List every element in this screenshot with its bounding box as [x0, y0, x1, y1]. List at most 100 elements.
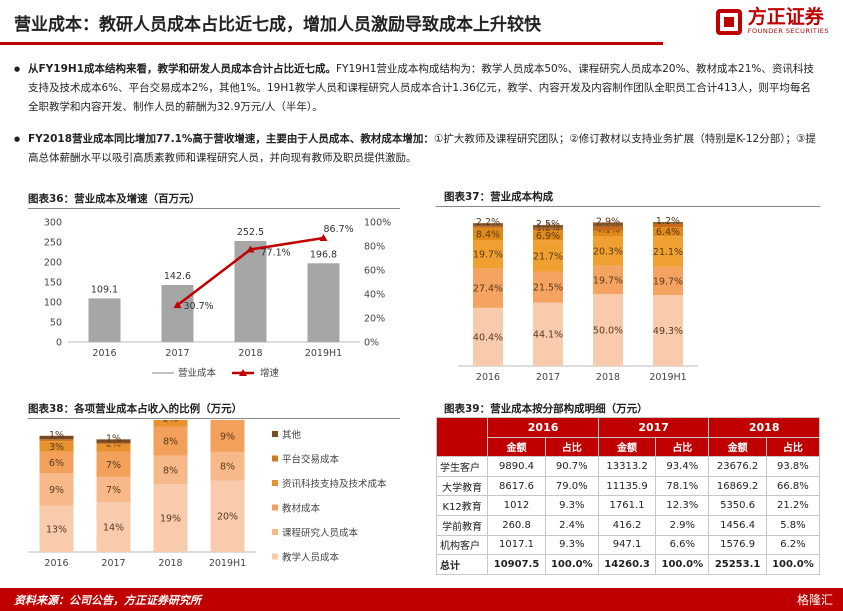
stack-segment — [653, 236, 683, 267]
stack-segment — [153, 484, 188, 552]
table-cell: 1576.9 — [708, 534, 767, 556]
table-corner — [435, 416, 489, 458]
table-cell: 6.2% — [765, 534, 821, 556]
bar-data-label: 109.1 — [91, 284, 118, 295]
stack-segment — [653, 266, 683, 296]
header-divider — [0, 42, 663, 45]
stack-segment — [533, 240, 563, 272]
watermark: 格隆汇 — [796, 593, 833, 607]
legend-label: 其他 — [282, 429, 302, 441]
stack-segment — [473, 268, 503, 308]
segment-label: 1% — [106, 433, 121, 444]
x-tick-label: 2017 — [536, 372, 560, 380]
x-tick-label: 2016 — [44, 558, 68, 569]
legend-bar-label: 营业成本 — [178, 367, 217, 379]
y-left-tick-label: 300 — [44, 218, 62, 229]
legend-swatch — [272, 480, 278, 486]
growth-point — [319, 233, 328, 241]
table-cell: 100.0% — [544, 554, 599, 575]
segment-label: 9% — [49, 485, 64, 496]
table-cell: 2.4% — [544, 514, 599, 536]
segment-label: 3% — [49, 442, 64, 453]
logo-mark-icon — [715, 8, 742, 35]
segment-label: 19.7% — [473, 250, 503, 261]
table-cell: 9.3% — [544, 495, 599, 516]
segment-label: 19.7% — [593, 275, 623, 286]
legend-swatch — [272, 504, 278, 511]
segment-label: 27.4% — [473, 284, 503, 295]
figure-38-title: 图表38：各项营业成本占收入的比例（万元） — [28, 403, 243, 415]
legend-label: 平台交易成本 — [282, 454, 340, 466]
segment-label: 20.3% — [593, 247, 623, 258]
stack-segment — [593, 294, 623, 366]
y-left-tick-label: 250 — [44, 238, 62, 249]
segment-label: 20% — [217, 512, 238, 523]
table-row-label: 总计 — [435, 554, 489, 575]
segment-label: 9% — [220, 431, 235, 442]
y-left-tick-label: 0 — [56, 338, 62, 349]
line-data-label: 86.7% — [324, 224, 354, 235]
table-year-header: 2018 — [708, 417, 820, 438]
stack-segment — [153, 426, 188, 456]
stack-segment — [153, 455, 188, 485]
bar-data-label: 142.6 — [164, 271, 191, 282]
chart-37: 40.4% 27.4% 19.7% 8.4%2.2% 2016 44.1% 21.5% 21.… — [458, 216, 698, 380]
y-left-tick-label: 200 — [44, 258, 62, 269]
bullet-1-text: FY19H1营业成本构成结构为：教学人员成本50%、课程研究人员成本20%、教材… — [28, 63, 814, 113]
growth-point — [246, 245, 255, 253]
bullet-1-bold: 从FY19H1成本结构来看，教学和研发人员成本合计占比近七成。 — [28, 63, 336, 75]
table-cell: 1761.1 — [597, 495, 657, 516]
segment-label: 3% — [220, 420, 235, 421]
segment-label: 49.3% — [653, 326, 683, 337]
table-cell: 13313.2 — [597, 456, 657, 477]
y-right-tick-label: 100% — [364, 218, 391, 229]
x-tick-label: 2018 — [158, 558, 182, 569]
figure-37-title: 图表37：营业成本构成 — [444, 191, 554, 203]
segment-label: 2.2% — [476, 217, 500, 228]
table-cell: 90.7% — [544, 456, 599, 477]
stack-segment — [593, 236, 623, 266]
line-data-label: 30.7% — [184, 301, 214, 312]
table-row-label: 学前教育 — [435, 514, 489, 536]
stack-segment — [593, 226, 623, 231]
table-subheader: 占比 — [655, 436, 710, 458]
segment-label: 2% — [163, 420, 178, 425]
table-cell: 9890.4 — [487, 456, 546, 477]
segment-label: 14% — [103, 522, 124, 533]
source-note: 资料来源：公司公告，方正证券研究所 — [14, 594, 201, 607]
table-row: 机构客户 1017.1 9.3% 947.1 6.6% 1576.9 6.2% — [435, 534, 821, 556]
figure-36-divider — [28, 208, 400, 209]
stack-segment — [533, 225, 563, 229]
stack-segment — [593, 222, 623, 227]
stack-segment — [653, 222, 683, 224]
growth-point — [173, 301, 182, 309]
segment-label: 8% — [163, 465, 178, 476]
table-row-label: 学生客户 — [435, 456, 489, 477]
segment-label: 7% — [106, 460, 121, 471]
legend-label: 资讯科技支持及技术成本 — [282, 478, 387, 490]
stack-segment — [39, 505, 74, 552]
table-row-label: 大学教育 — [435, 475, 489, 497]
stack-segment — [96, 444, 131, 452]
legend-label: 课程研究人员成本 — [282, 527, 359, 539]
table-cell: 5350.6 — [708, 495, 767, 516]
table-cell: 21.2% — [765, 495, 821, 516]
figure-37-divider — [436, 206, 820, 207]
chart-38: 13%9%6%3%1%201614%7%7%2%1%201719%8%8%2%1… — [28, 420, 387, 569]
legend-swatch — [272, 455, 278, 462]
table-cell: 93.8% — [765, 456, 821, 477]
table-cell: 79.0% — [544, 475, 599, 497]
stack-segment — [96, 501, 131, 552]
bar-data-label: 252.5 — [237, 227, 264, 238]
stack-segment — [473, 226, 503, 228]
bullet-1: 从FY19H1成本结构来看，教学和研发人员成本合计占比近七成。FY19H1营业成… — [14, 60, 818, 117]
stack-segment — [593, 265, 623, 294]
table-year-header: 2017 — [597, 417, 710, 438]
logo-subtext: FOUNDER SECURITIES — [747, 27, 829, 35]
segment-label: 8% — [163, 437, 178, 448]
table-cell: 1012 — [487, 495, 546, 516]
bullet-2: FY2018营业成本同比增加77.1%高于营收增速，主要由于人员成本、教材成本增… — [14, 130, 818, 168]
stack-segment — [653, 223, 683, 228]
stack-segment — [96, 439, 131, 443]
stack-segment — [153, 420, 188, 427]
